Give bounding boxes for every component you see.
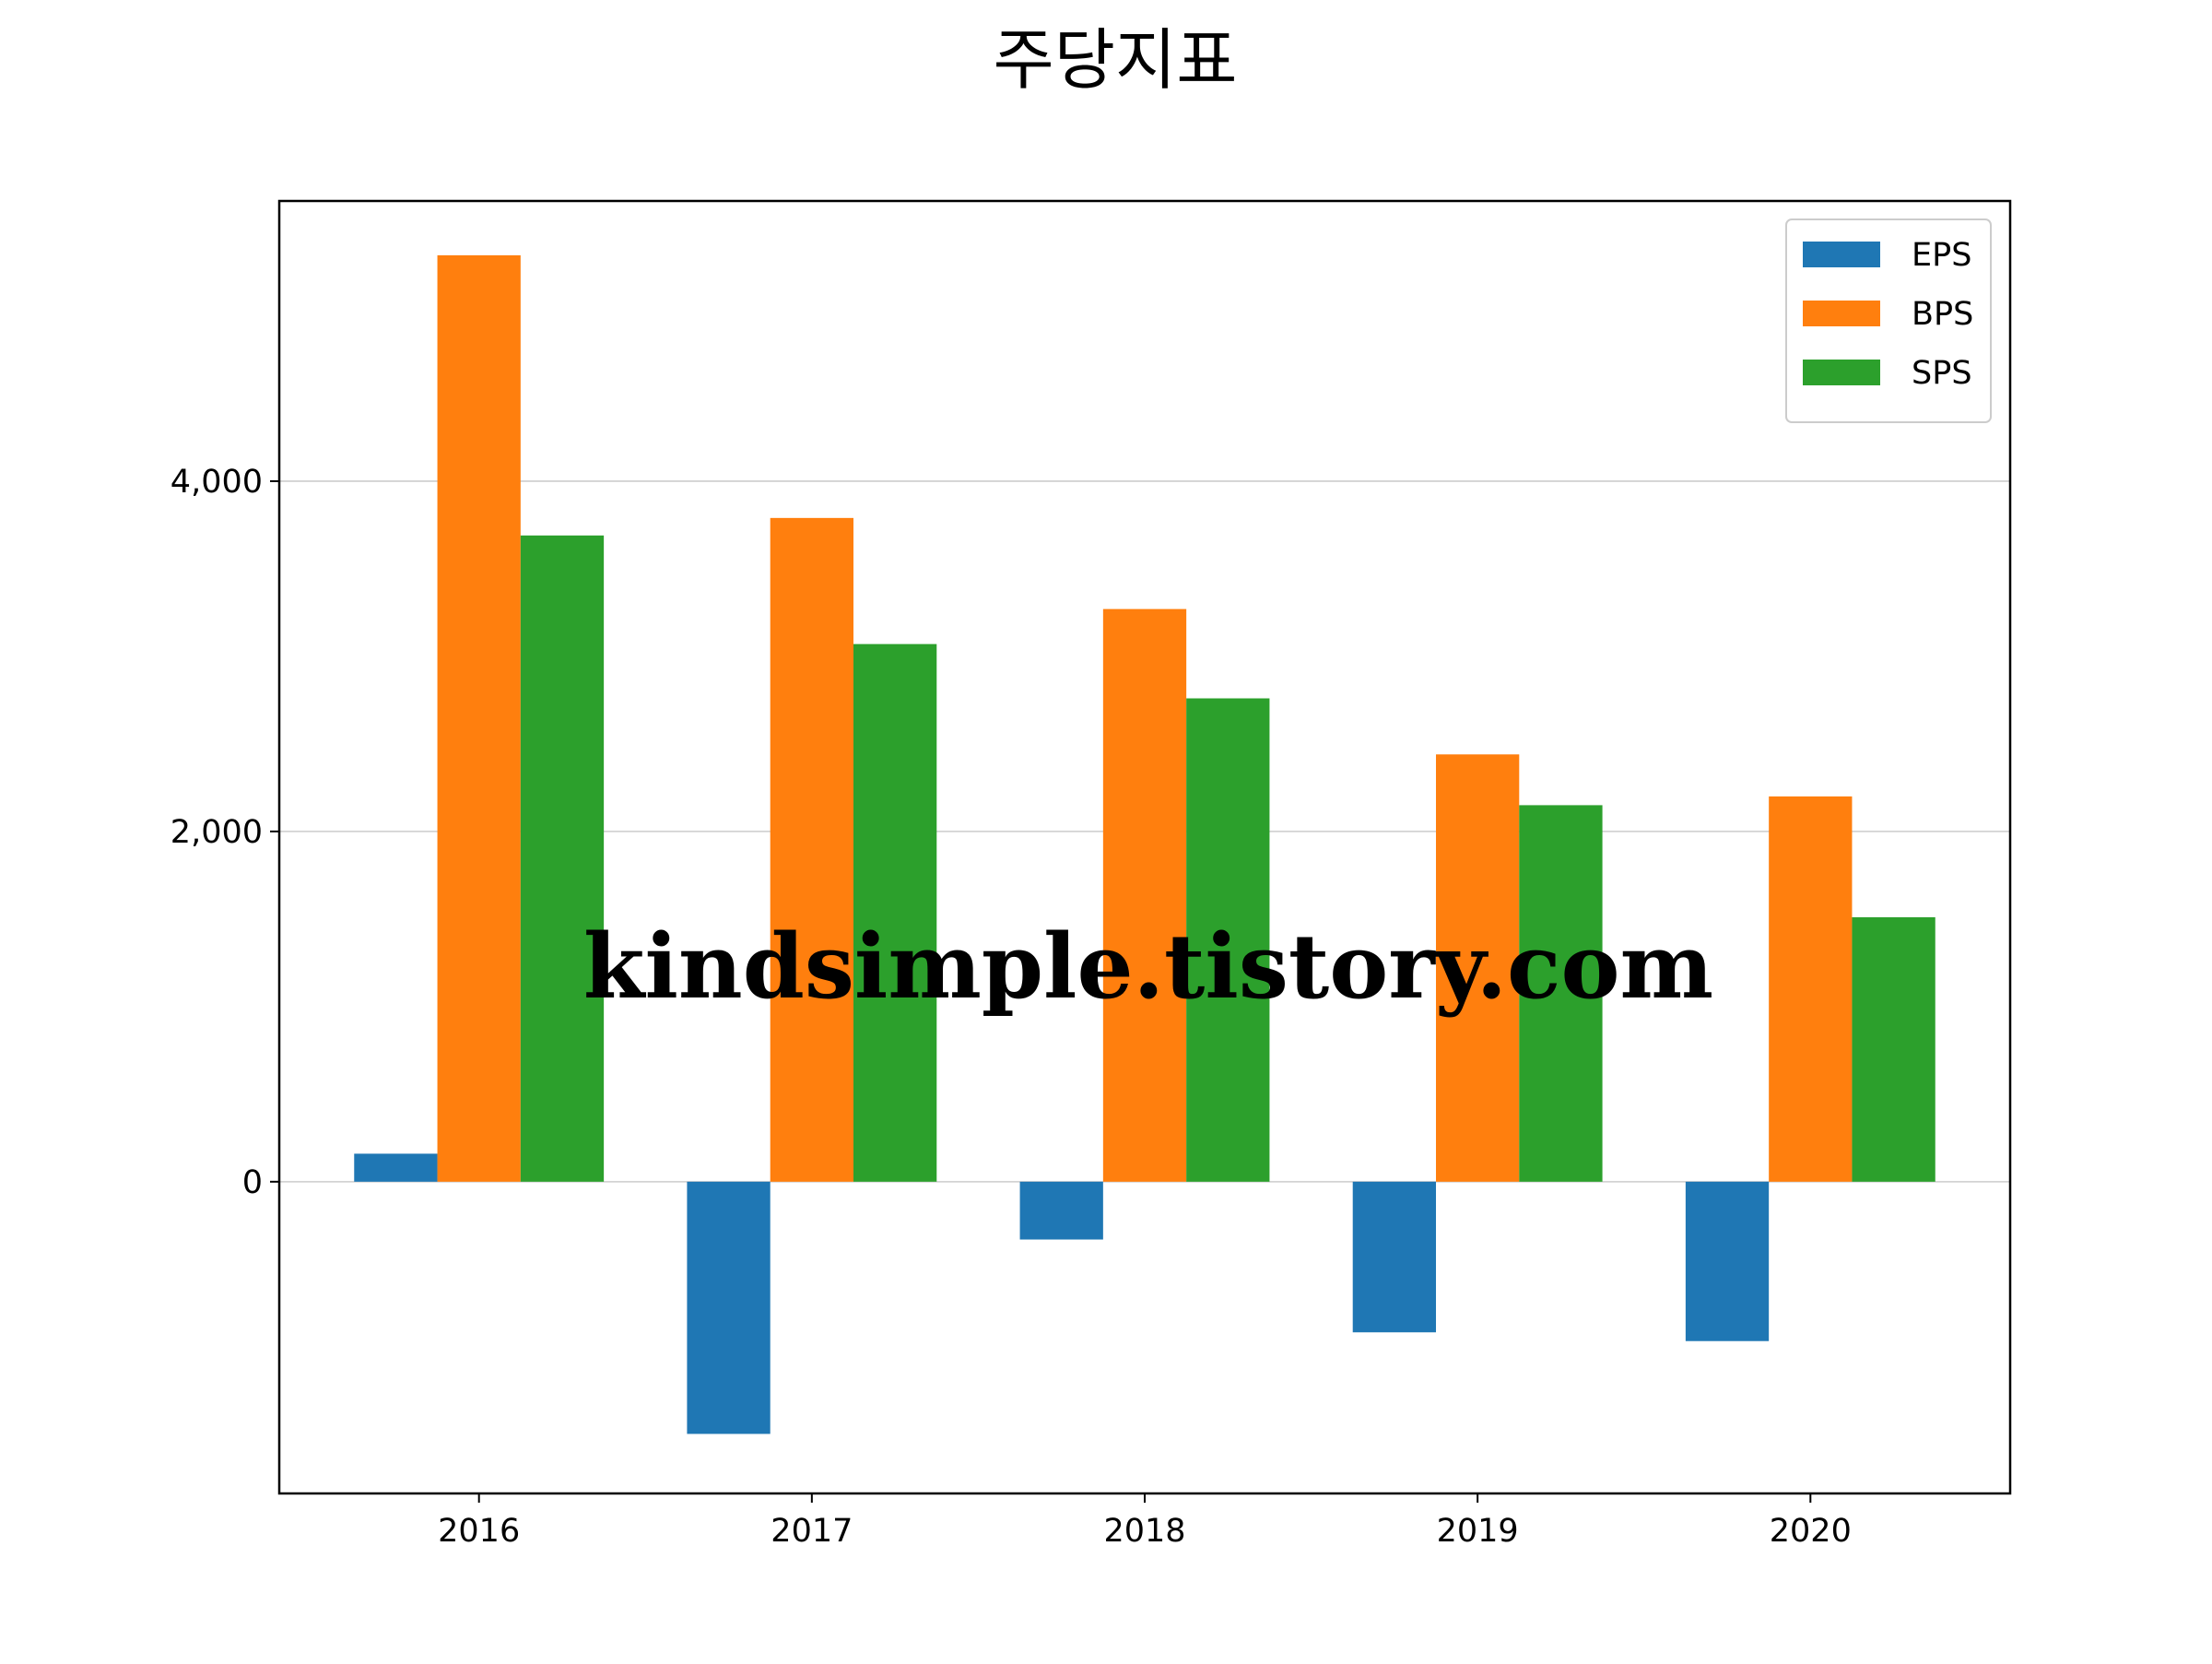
legend-swatch-eps bbox=[1803, 242, 1880, 267]
x-tick-label: 2020 bbox=[1770, 1513, 1852, 1550]
x-axis: 2016 2017 2018 2019 2020 bbox=[438, 1493, 1852, 1550]
bar-bps-2016 bbox=[437, 254, 521, 1182]
bar-eps-2020 bbox=[1685, 1181, 1770, 1341]
watermark: kindsimple.tistory.com bbox=[583, 915, 1713, 1019]
legend-label-bps: BPS bbox=[1912, 296, 1973, 333]
chart-title: 주당지표 bbox=[994, 21, 1238, 99]
legend-swatch-sps bbox=[1803, 360, 1880, 385]
bar-sps-2019 bbox=[1519, 805, 1603, 1182]
bars bbox=[354, 254, 1936, 1434]
y-tick-label: 2,000 bbox=[171, 814, 263, 851]
bar-bps-2020 bbox=[1769, 796, 1853, 1182]
legend-label-sps: SPS bbox=[1912, 355, 1972, 392]
bar-bps-2017 bbox=[770, 517, 853, 1182]
legend-swatch-bps bbox=[1803, 301, 1880, 326]
legend: EPS BPS SPS bbox=[1785, 218, 1992, 423]
bar-sps-2017 bbox=[853, 643, 937, 1182]
y-tick-label: 0 bbox=[242, 1164, 263, 1201]
bar-bps-2018 bbox=[1102, 608, 1187, 1182]
watermark-text: kindsimple.tistory.com bbox=[583, 915, 1713, 1019]
x-tick-label: 2019 bbox=[1437, 1513, 1519, 1550]
bar-eps-2016 bbox=[354, 1153, 438, 1182]
bar-eps-2018 bbox=[1019, 1181, 1103, 1240]
bar-sps-2018 bbox=[1186, 698, 1270, 1182]
legend-label-eps: EPS bbox=[1912, 237, 1971, 274]
bar-sps-2016 bbox=[520, 535, 605, 1182]
bar-eps-2019 bbox=[1352, 1181, 1437, 1333]
bar-bps-2019 bbox=[1436, 754, 1520, 1182]
bar-sps-2020 bbox=[1852, 916, 1936, 1182]
x-tick-label: 2018 bbox=[1103, 1513, 1185, 1550]
y-axis: 0 2,000 4,000 bbox=[171, 464, 279, 1201]
x-tick-label: 2016 bbox=[438, 1513, 520, 1550]
y-tick-label: 4,000 bbox=[171, 464, 263, 501]
bar-eps-2017 bbox=[687, 1181, 771, 1434]
x-tick-label: 2017 bbox=[771, 1513, 853, 1550]
